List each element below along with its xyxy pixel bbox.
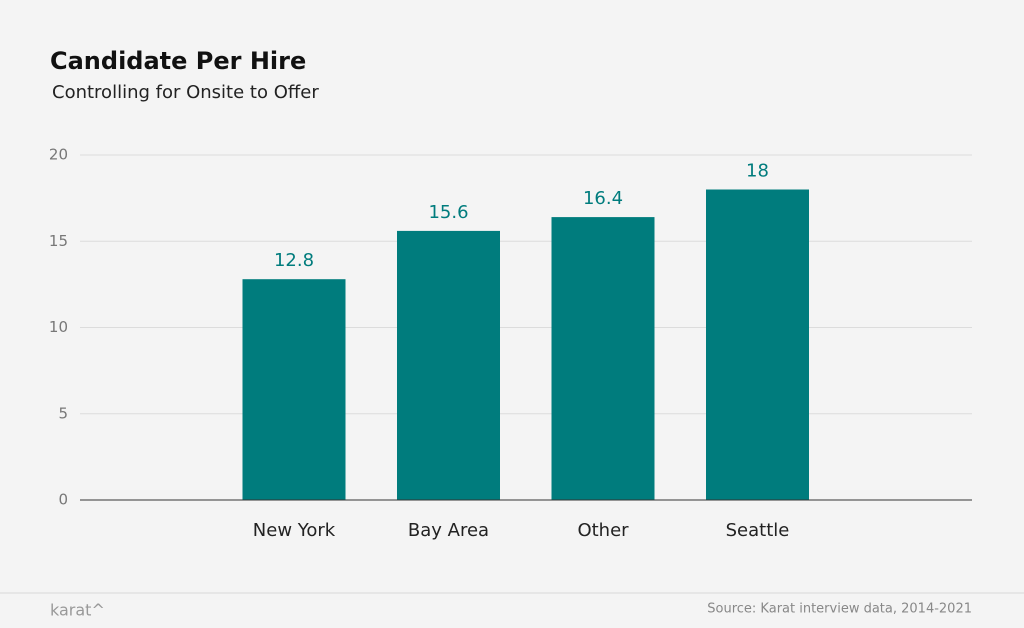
- y-tick-label: 15: [49, 232, 68, 250]
- data-label: 12.8: [274, 250, 314, 271]
- y-tick-label: 5: [58, 404, 68, 422]
- bar: [551, 217, 655, 500]
- bar: [397, 230, 500, 500]
- y-tick-label: 20: [49, 146, 68, 164]
- chart-title: Candidate Per Hire: [50, 47, 306, 75]
- logo: karat^: [50, 601, 105, 620]
- bar: [242, 279, 346, 500]
- bar: [706, 189, 809, 500]
- chart-subtitle: Controlling for Onsite to Offer: [52, 82, 319, 103]
- x-tick-label: Bay Area: [408, 520, 489, 541]
- y-tick-label: 10: [49, 318, 68, 336]
- x-tick-label: New York: [253, 520, 336, 541]
- y-tick-label: 0: [58, 491, 68, 509]
- data-label: 15.6: [428, 202, 468, 223]
- x-tick-label: Seattle: [726, 520, 790, 541]
- data-label: 18: [746, 161, 769, 182]
- data-label: 16.4: [583, 188, 623, 209]
- source: Source: Karat interview data, 2014-2021: [707, 602, 972, 617]
- x-tick-label: Other: [577, 520, 629, 541]
